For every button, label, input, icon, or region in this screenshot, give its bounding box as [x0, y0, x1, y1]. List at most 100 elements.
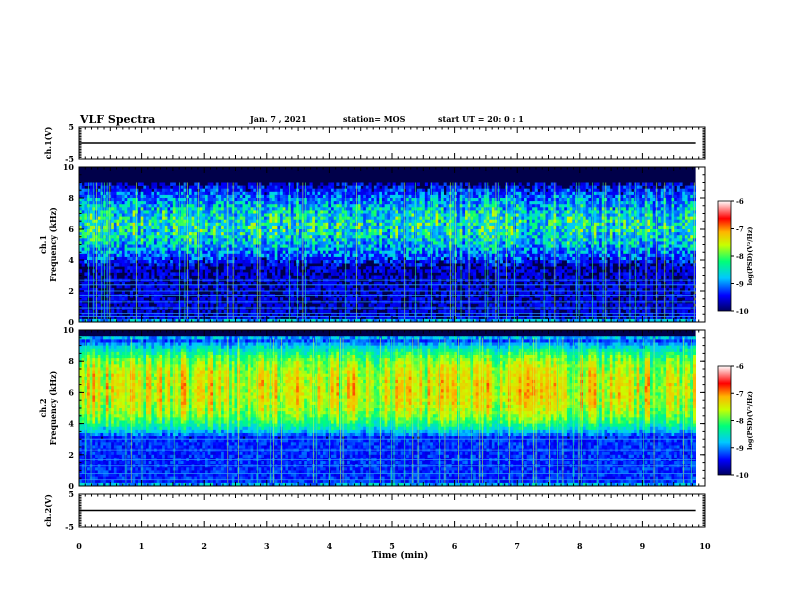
spectrogram-cell: [334, 189, 337, 193]
spectrogram-cell: [165, 291, 168, 295]
spectrogram-cell: [194, 251, 197, 255]
spectrogram-cell: [409, 245, 412, 249]
spectrogram-cell: [334, 241, 337, 245]
spectrogram-cell: [401, 254, 404, 257]
spectrogram-cell: [377, 254, 380, 257]
spectrogram-cell: [165, 238, 168, 242]
spectrogram-cell: [162, 235, 165, 239]
spectrogram-cell: [293, 285, 296, 289]
spectrogram-cell: [157, 210, 160, 214]
spectrogram-cell: [146, 260, 149, 264]
spectrogram-cell: [377, 266, 380, 270]
spectrogram-cell: [293, 272, 296, 276]
spectrogram-cell: [218, 235, 221, 239]
spectrogram-cell: [326, 186, 329, 190]
spectrogram-cell: [315, 241, 318, 245]
spectrogram-cell: [307, 186, 310, 190]
spectrogram-cell: [210, 232, 213, 236]
spectrogram-cell: [192, 210, 195, 214]
spectrogram-cell: [251, 260, 254, 264]
spectrogram-cell: [141, 192, 144, 196]
spectrogram-cell: [243, 310, 246, 314]
spectrogram-cell: [138, 291, 141, 295]
spectrogram-cell: [379, 254, 382, 257]
spectrogram-cell: [111, 251, 114, 255]
spectrogram-cell: [272, 201, 275, 205]
spectrogram-cell: [334, 257, 337, 261]
spectrogram-cell: [269, 204, 272, 208]
spectrogram-cell: [323, 235, 326, 239]
spectrogram-cell: [374, 241, 377, 245]
spectrogram-cell: [393, 210, 396, 214]
spectrogram-cell: [369, 229, 372, 233]
spectrogram-cell: [192, 232, 195, 236]
spectrogram-cell: [291, 297, 294, 301]
spectrogram-cell: [151, 223, 154, 227]
spectrogram-cell: [307, 192, 310, 196]
spectrogram-cell: [310, 220, 313, 224]
spectrogram-cell: [234, 303, 237, 307]
spectrogram-cell: [264, 248, 267, 252]
spectrogram-cell: [133, 192, 136, 196]
spectrogram-cell: [229, 220, 232, 224]
spectrogram-cell: [312, 189, 315, 193]
spectrogram-cell: [363, 251, 366, 255]
spectrogram-cell: [98, 232, 101, 236]
spectrogram-cell: [361, 183, 364, 187]
spectrogram-cell: [395, 189, 398, 193]
spectrogram-cell: [224, 183, 227, 187]
spectrogram-cell: [138, 217, 141, 221]
spectrogram-cell: [320, 189, 323, 193]
spectrogram-cell: [379, 241, 382, 245]
spectrogram-cell: [114, 195, 117, 199]
spectrogram-cell: [130, 223, 133, 227]
spectrogram-cell: [409, 241, 412, 245]
spectrogram-cell: [240, 238, 243, 242]
spectrogram-cell: [251, 198, 254, 202]
spectrogram-cell: [229, 269, 232, 273]
spectrogram-cell: [334, 303, 337, 307]
spectrogram-cell: [275, 189, 278, 193]
spectrogram-cell: [173, 272, 176, 276]
spectrogram-cell: [320, 235, 323, 239]
spectrogram-cell: [315, 204, 318, 208]
spectrogram-cell: [411, 260, 414, 264]
spectrogram-cell: [312, 192, 315, 196]
spectrogram-cell: [151, 263, 154, 267]
spectrogram-cell: [387, 238, 390, 242]
spectrogram-cell: [224, 251, 227, 255]
spectrogram-cell: [272, 285, 275, 289]
spectrogram-cell: [280, 192, 283, 196]
spectrogram-cell: [277, 303, 280, 307]
spectrogram-cell: [323, 232, 326, 236]
spectrogram-cell: [361, 217, 364, 221]
spectrogram-cell: [218, 248, 221, 252]
spectrogram-cell: [159, 220, 162, 224]
spectrogram-cell: [267, 192, 270, 196]
spectrogram-cell: [347, 276, 350, 280]
spectrogram-cell: [240, 260, 243, 264]
spectrogram-cell: [347, 232, 350, 236]
spectrogram-cell: [98, 263, 101, 267]
spectrogram-cell: [293, 257, 296, 261]
spectrogram-cell: [243, 214, 246, 218]
spectrogram-cell: [119, 186, 122, 190]
spectrogram-cell: [275, 310, 278, 314]
spectrogram-cell: [352, 217, 355, 221]
spectrogram-cell: [406, 241, 409, 245]
spectrogram-cell: [90, 183, 93, 187]
spectrogram-cell: [328, 251, 331, 255]
spectrogram-cell: [272, 198, 275, 202]
spectrogram-cell: [320, 195, 323, 199]
spectrogram-cell: [98, 195, 101, 199]
spectrogram-cell: [352, 269, 355, 273]
spectrogram-cell: [192, 220, 195, 224]
spectrogram-cell: [409, 297, 412, 301]
spectrogram-cell: [165, 201, 168, 205]
spectrogram-cell: [84, 257, 87, 261]
spectrogram-cell: [398, 214, 401, 218]
spectrogram-cell: [200, 232, 203, 236]
spectrogram-cell: [318, 276, 321, 280]
spectrogram-cell: [229, 245, 232, 249]
spectrogram-cell: [379, 235, 382, 239]
